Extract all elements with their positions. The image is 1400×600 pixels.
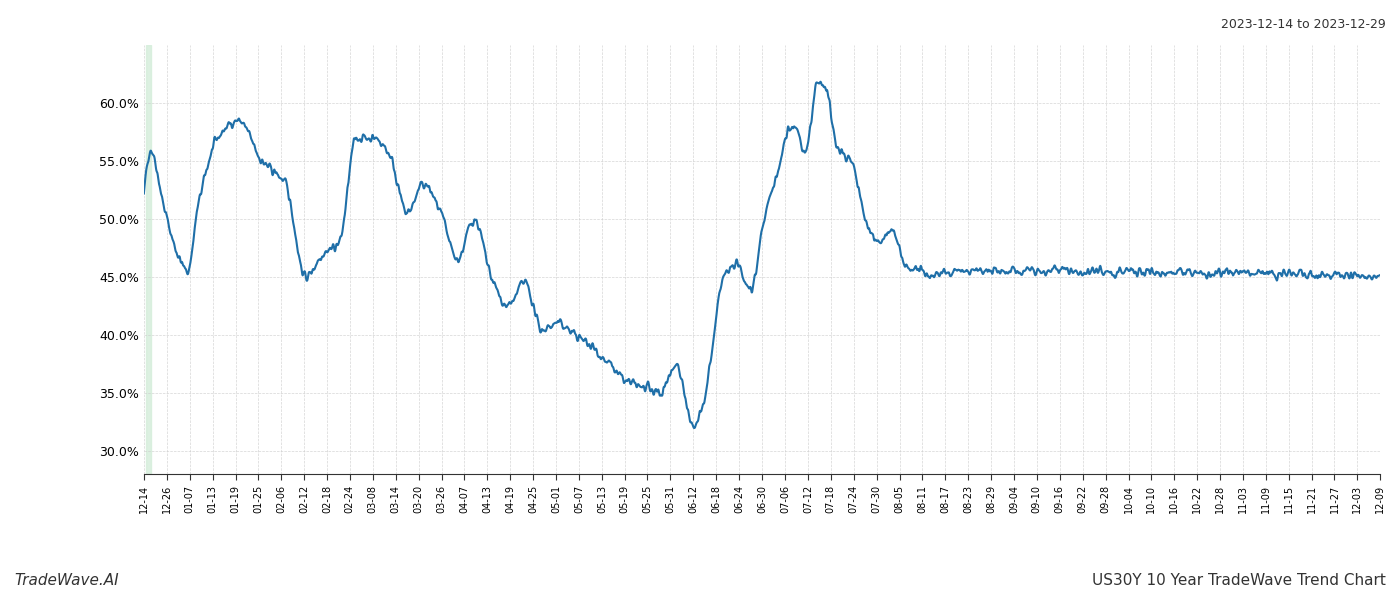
Text: TradeWave.AI: TradeWave.AI xyxy=(14,573,119,588)
Text: 2023-12-14 to 2023-12-29: 2023-12-14 to 2023-12-29 xyxy=(1221,18,1386,31)
Bar xyxy=(146,45,151,474)
Text: US30Y 10 Year TradeWave Trend Chart: US30Y 10 Year TradeWave Trend Chart xyxy=(1092,573,1386,588)
